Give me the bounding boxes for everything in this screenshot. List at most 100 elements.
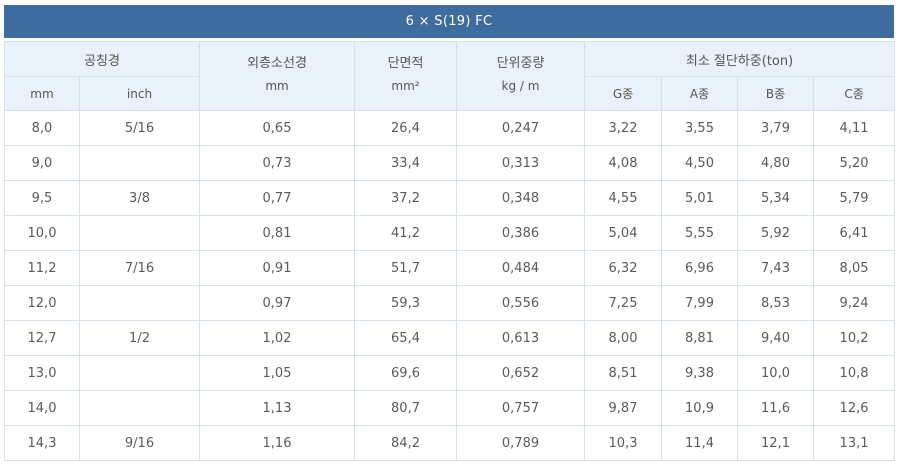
cell-inch: 9/16: [78, 425, 201, 461]
cell-weight: 0,556: [456, 285, 586, 321]
cell-inch: 1/2: [78, 320, 201, 356]
cell-a: 5,01: [661, 180, 739, 216]
cell-b: 7,43: [737, 250, 815, 286]
cell-weight: 0,247: [456, 110, 586, 146]
table-row: 12,0 0,97 59,3 0,556 7,25 7,99 8,53 9,24: [4, 285, 896, 321]
cell-g: 8,51: [584, 355, 663, 391]
cell-c: 6,41: [813, 215, 896, 251]
cell-area: 37,2: [354, 180, 458, 216]
cell-mm: 9,5: [4, 180, 80, 216]
cell-g: 6,32: [584, 250, 663, 286]
header-cross-section: 단면적 mm²: [354, 41, 458, 111]
cell-wire: 0,91: [199, 250, 356, 286]
cell-c: 10,8: [813, 355, 896, 391]
table-title: 6 × S(19) FC: [4, 5, 894, 38]
cell-c: 4,11: [813, 110, 896, 146]
title-divider: [4, 38, 894, 41]
cell-area: 41,2: [354, 215, 458, 251]
cell-weight: 0,652: [456, 355, 586, 391]
cell-b: 5,34: [737, 180, 815, 216]
cell-mm: 14,0: [4, 390, 80, 426]
spec-table-container: 6 × S(19) FC 공칭경 외층소선경 mm 단면적 mm²: [3, 5, 896, 461]
cell-b: 8,53: [737, 285, 815, 321]
cell-weight: 0,313: [456, 145, 586, 181]
wire-rope-spec-table: 공칭경 외층소선경 mm 단면적 mm² 단위중량 kg / m 최소 절단하중…: [3, 41, 896, 461]
header-cross-section-label: 단면적: [387, 56, 424, 71]
cell-inch: [78, 390, 201, 426]
header-sub-inch: inch: [78, 76, 201, 111]
cell-c: 9,24: [813, 285, 896, 321]
cell-inch: 3/8: [78, 180, 201, 216]
cell-c: 12,6: [813, 390, 896, 426]
cell-inch: [78, 215, 201, 251]
cell-b: 11,6: [737, 390, 815, 426]
cell-wire: 0,97: [199, 285, 356, 321]
header-cross-section-unit: mm²: [391, 79, 420, 93]
table-row: 14,3 9/16 1,16 84,2 0,789 10,3 11,4 12,1…: [4, 425, 896, 461]
table-row: 11,2 7/16 0,91 51,7 0,484 6,32 6,96 7,43…: [4, 250, 896, 286]
cell-wire: 1,05: [199, 355, 356, 391]
cell-g: 8,00: [584, 320, 663, 356]
table-header: 공칭경 외층소선경 mm 단면적 mm² 단위중량 kg / m 최소 절단하중…: [3, 41, 896, 111]
table-body: 8,0 5/16 0,65 26,4 0,247 3,22 3,55 3,79 …: [4, 110, 896, 461]
cell-a: 8,81: [661, 320, 739, 356]
cell-area: 51,7: [354, 250, 458, 286]
cell-a: 3,55: [661, 110, 739, 146]
cell-mm: 14,3: [4, 425, 80, 461]
cell-area: 33,4: [354, 145, 458, 181]
cell-b: 12,1: [737, 425, 815, 461]
cell-mm: 10,0: [4, 215, 80, 251]
cell-c: 5,79: [813, 180, 896, 216]
cell-area: 84,2: [354, 425, 458, 461]
cell-area: 80,7: [354, 390, 458, 426]
cell-weight: 0,789: [456, 425, 586, 461]
cell-a: 6,96: [661, 250, 739, 286]
cell-c: 8,05: [813, 250, 896, 286]
header-sub-c-grade: C종: [813, 76, 896, 111]
cell-inch: [78, 285, 201, 321]
header-outer-wire-dia: 외층소선경 mm: [199, 41, 356, 111]
cell-inch: [78, 145, 201, 181]
header-unit-weight-unit: kg / m: [501, 79, 540, 93]
cell-c: 5,20: [813, 145, 896, 181]
header-outer-wire-dia-unit: mm: [265, 79, 289, 93]
cell-b: 4,80: [737, 145, 815, 181]
cell-a: 9,38: [661, 355, 739, 391]
cell-mm: 13,0: [4, 355, 80, 391]
cell-mm: 11,2: [4, 250, 80, 286]
cell-weight: 0,386: [456, 215, 586, 251]
cell-a: 7,99: [661, 285, 739, 321]
header-sub-g-grade: G종: [584, 76, 663, 111]
cell-weight: 0,484: [456, 250, 586, 286]
cell-b: 10,0: [737, 355, 815, 391]
cell-c: 13,1: [813, 425, 896, 461]
cell-g: 3,22: [584, 110, 663, 146]
header-sub-b-grade: B종: [737, 76, 815, 111]
cell-c: 10,2: [813, 320, 896, 356]
cell-mm: 12,0: [4, 285, 80, 321]
cell-mm: 12,7: [4, 320, 80, 356]
cell-a: 11,4: [661, 425, 739, 461]
cell-wire: 0,77: [199, 180, 356, 216]
table-row: 14,0 1,13 80,7 0,757 9,87 10,9 11,6 12,6: [4, 390, 896, 426]
cell-weight: 0,613: [456, 320, 586, 356]
cell-area: 69,6: [354, 355, 458, 391]
cell-wire: 1,13: [199, 390, 356, 426]
table-row: 9,5 3/8 0,77 37,2 0,348 4,55 5,01 5,34 5…: [4, 180, 896, 216]
header-outer-wire-dia-label: 외층소선경: [247, 56, 307, 71]
table-row: 10,0 0,81 41,2 0,386 5,04 5,55 5,92 6,41: [4, 215, 896, 251]
cell-a: 4,50: [661, 145, 739, 181]
cell-area: 26,4: [354, 110, 458, 146]
cell-b: 3,79: [737, 110, 815, 146]
cell-g: 5,04: [584, 215, 663, 251]
cell-g: 7,25: [584, 285, 663, 321]
cell-mm: 8,0: [4, 110, 80, 146]
header-unit-weight-label: 단위중량: [496, 56, 545, 71]
cell-g: 9,87: [584, 390, 663, 426]
cell-inch: 7/16: [78, 250, 201, 286]
cell-g: 4,55: [584, 180, 663, 216]
cell-b: 9,40: [737, 320, 815, 356]
cell-a: 5,55: [661, 215, 739, 251]
table-row: 9,0 0,73 33,4 0,313 4,08 4,50 4,80 5,20: [4, 145, 896, 181]
cell-b: 5,92: [737, 215, 815, 251]
